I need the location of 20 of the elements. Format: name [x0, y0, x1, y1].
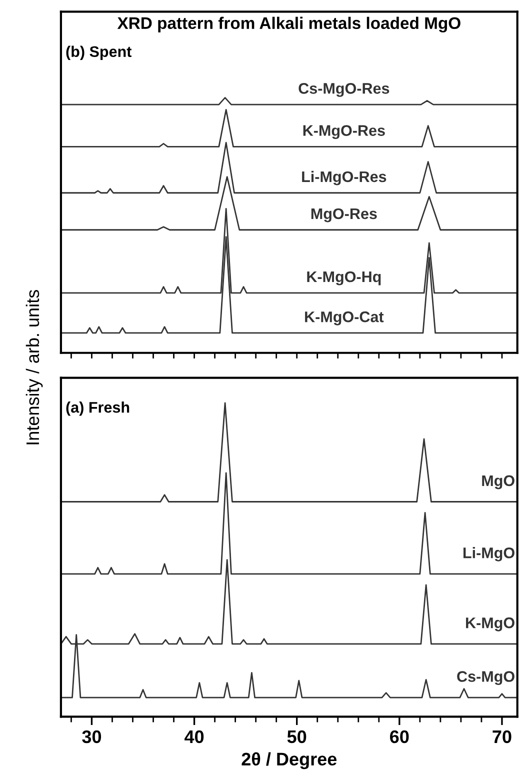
x-tick-label: 30 [82, 730, 102, 744]
series-label: Li-MgO [463, 547, 514, 562]
text: (b) Spent [66, 46, 132, 60]
chart-title: XRD pattern from Alkali metals loaded MgO [117, 16, 460, 32]
y-axis-title: Intensity / arb. units [26, 290, 43, 444]
series-label: K-MgO [466, 617, 514, 632]
x-tick-label: 60 [390, 730, 409, 744]
series-label: Li-MgO-Res [302, 170, 386, 186]
x-tick-label: 50 [287, 730, 306, 744]
series-label: MgO [482, 475, 514, 490]
x-tick-label: 70 [492, 730, 512, 744]
series-label: MgO-Res [311, 208, 377, 222]
x-tick-label: 40 [184, 730, 204, 744]
series-label: K-MgO-Hq [307, 271, 381, 286]
x-axis-title: 2θ / Degree [242, 752, 337, 770]
series-label: K-MgO-Cat [305, 311, 384, 326]
series-label: Cs-MgO [457, 671, 514, 685]
series-label: K-MgO-Res [303, 125, 385, 140]
annotation: (a) Fresh [66, 402, 130, 416]
series-label: Cs-MgO-Res [298, 83, 390, 97]
